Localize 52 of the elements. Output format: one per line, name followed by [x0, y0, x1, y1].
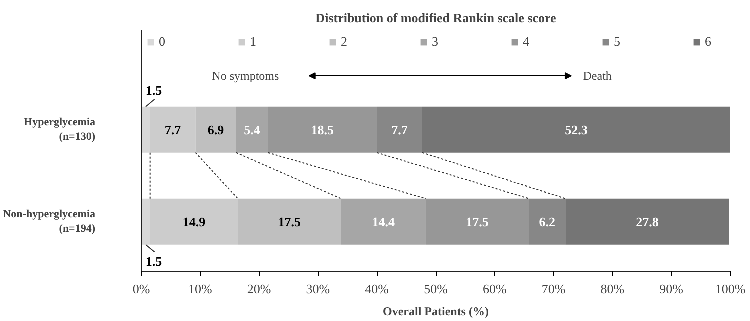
x-tick-label: 80% [600, 282, 625, 296]
data-label: 7.7 [392, 122, 408, 138]
x-tick-label: 90% [660, 282, 684, 296]
annotation: No symptoms [212, 69, 280, 84]
legend-label: 0 [159, 34, 166, 50]
x-axis-title: Overall Patients (%) [383, 304, 489, 318]
data-label: 1.5 [146, 82, 163, 98]
x-tick-label: 10% [188, 282, 212, 296]
bar [426, 198, 530, 245]
data-label: 6.2 [539, 214, 556, 230]
legend-label: 4 [523, 34, 530, 50]
x-tick-label: 20% [247, 282, 272, 296]
bar [341, 198, 426, 245]
bar [377, 106, 422, 153]
bar [196, 106, 236, 153]
x-tick-label: 60% [482, 282, 507, 296]
legend-label: 5 [614, 34, 622, 50]
bar [150, 198, 238, 245]
x-tick-label: 30% [306, 282, 330, 296]
bar [268, 106, 378, 153]
bar [566, 198, 730, 245]
bar [150, 106, 196, 153]
chart-title: Distribution of modified Rankin scale score [316, 10, 557, 26]
data-label: 17.5 [278, 214, 302, 230]
y-tick-label: Non-hyperglycemia (n=194) [3, 208, 96, 236]
legend-label: 1 [250, 34, 258, 50]
legend-label: 3 [432, 34, 440, 50]
data-label: 14.4 [372, 214, 396, 230]
bar [529, 198, 566, 245]
annotation: Death [583, 69, 612, 84]
data-label: 5.4 [244, 122, 261, 138]
y-tick-label: Hyperglycemia (n=130) [24, 116, 96, 144]
data-label: 6.9 [208, 122, 225, 138]
bar [238, 198, 342, 245]
bar [142, 106, 150, 153]
data-label: 18.5 [311, 122, 334, 138]
bar [422, 106, 730, 153]
x-tick-label: 0% [132, 282, 150, 296]
data-label: 52.3 [565, 122, 588, 138]
data-label: 1.5 [146, 254, 163, 269]
x-tick-label: 100% [715, 282, 746, 296]
x-tick-label: 40% [365, 282, 390, 296]
x-tick-label: 70% [542, 282, 566, 296]
x-tick-label: 50% [424, 282, 448, 296]
data-label: 14.9 [182, 214, 206, 230]
legend-label: 2 [341, 34, 348, 50]
data-label: 7.7 [164, 122, 182, 138]
legend-label: 6 [705, 34, 712, 50]
bar [236, 106, 268, 153]
bar [142, 198, 150, 245]
data-label: 27.8 [636, 214, 660, 230]
data-label: 17.5 [466, 214, 490, 230]
